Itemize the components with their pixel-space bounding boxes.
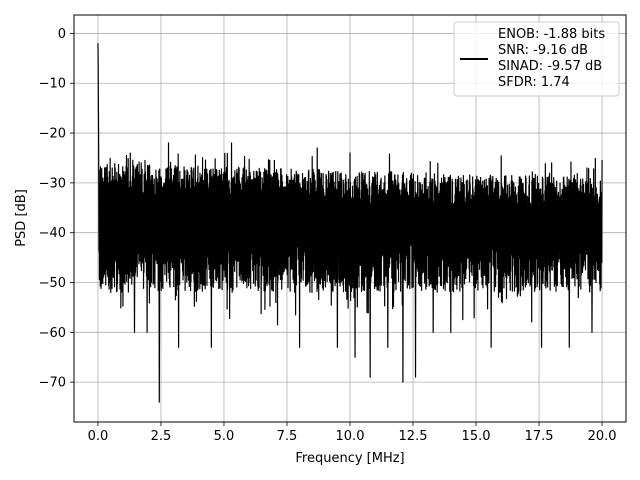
x-tick-label: 20.0 <box>588 429 617 444</box>
y-tick-label: −50 <box>39 276 66 291</box>
y-tick-label: −60 <box>39 326 66 341</box>
psd-series <box>97 43 603 403</box>
x-tick-label: 0.0 <box>88 429 109 444</box>
x-tick-label: 17.5 <box>525 429 554 444</box>
x-tick-label: 10.0 <box>336 429 365 444</box>
legend-sinad: SINAD: -9.57 dB <box>498 59 602 74</box>
legend: ENOB: -1.88 bits SNR: -9.16 dB SINAD: -9… <box>453 21 620 97</box>
y-tick-label: −30 <box>39 176 66 191</box>
legend-box <box>453 21 620 97</box>
x-tick-label: 12.5 <box>399 429 428 444</box>
psd-trace <box>97 43 603 403</box>
y-tick-label: −10 <box>39 77 66 92</box>
y-axis: 0 −10 −20 −30 −40 −50 −60 −70 <box>39 27 74 391</box>
y-tick-label: −40 <box>39 226 66 241</box>
x-tick-label: 7.5 <box>277 429 298 444</box>
y-tick-label: −20 <box>39 127 66 142</box>
x-axis: 0.0 2.5 5.0 7.5 10.0 12.5 15.0 17.5 20.0 <box>88 422 617 444</box>
legend-sfdr: SFDR: 1.74 <box>498 75 570 90</box>
x-tick-label: 2.5 <box>151 429 172 444</box>
y-tick-label: −70 <box>39 376 66 391</box>
y-tick-label: 0 <box>58 27 66 42</box>
x-tick-label: 5.0 <box>214 429 235 444</box>
y-axis-label: PSD [dB] <box>14 189 29 247</box>
x-axis-label: Frequency [MHz] <box>295 451 404 466</box>
legend-enob: ENOB: -1.88 bits <box>498 27 605 42</box>
x-tick-label: 15.0 <box>462 429 491 444</box>
legend-snr: SNR: -9.16 dB <box>498 43 588 58</box>
